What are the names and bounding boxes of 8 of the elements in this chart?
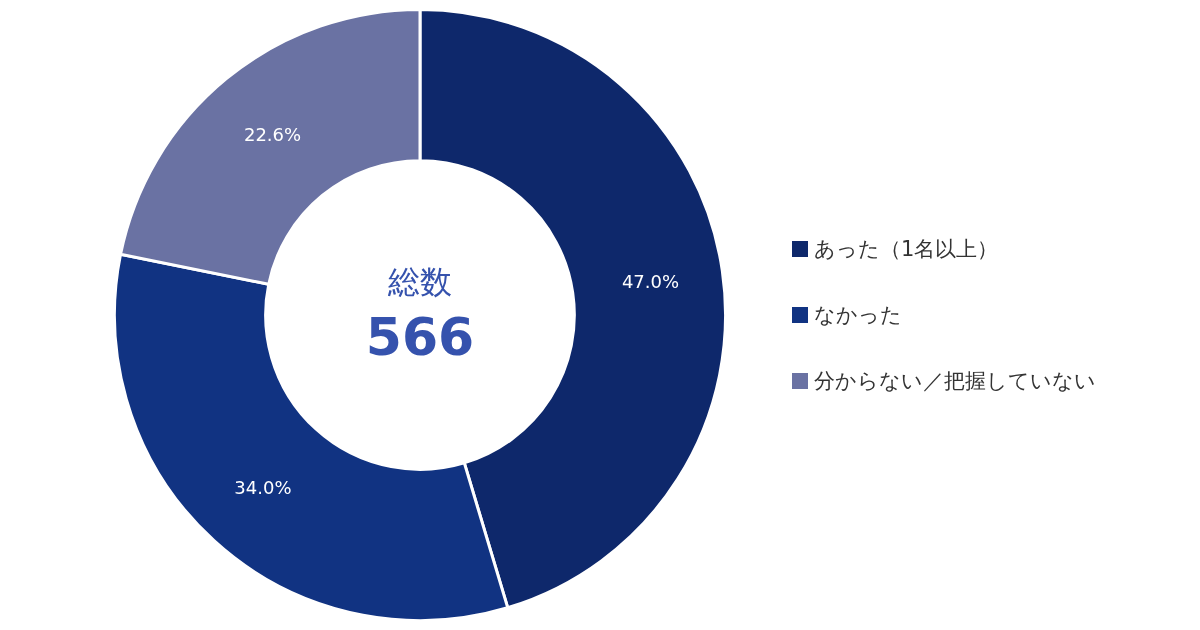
- legend-label: あった（1名以上）: [814, 237, 999, 261]
- text: 566: [365, 307, 475, 367]
- data-label: 34.0%: [234, 476, 292, 498]
- data-label: 22.6%: [243, 124, 302, 146]
- legend-label: 分からない／把握していない: [814, 369, 1096, 393]
- text: 総数: [387, 263, 452, 301]
- legend-label: なかった: [814, 303, 902, 327]
- data-label: 47.0%: [621, 270, 680, 292]
